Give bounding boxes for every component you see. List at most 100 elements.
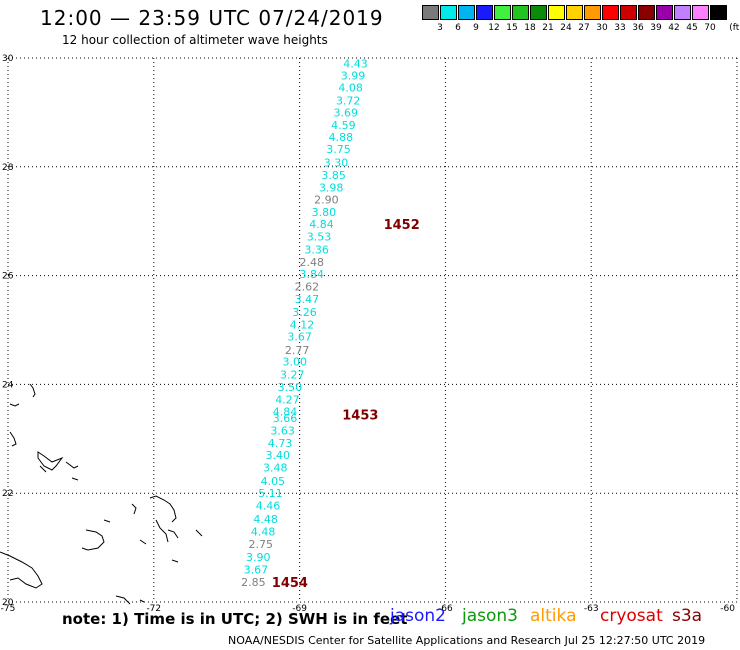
pass-number: 1454 [272,576,308,591]
wave-height-point: 3.36 [304,243,329,256]
legend-swatch [530,5,547,20]
legend-swatch [656,5,673,20]
wave-height-point: 2.48 [300,256,325,269]
legend-label: 9 [473,23,479,33]
axis-tick-labels: -75 -72 -69 -66 -63 -60 20 22 24 26 28 30 [1,54,736,614]
legend-label: 21 [542,23,554,33]
wave-height-point: 3.27 [280,369,305,382]
y-tick-label: 28 [2,163,14,173]
y-tick-label: 26 [2,272,14,282]
wave-height-point: 3.72 [336,94,361,107]
wave-height-point: 4.43 [343,57,368,70]
wave-height-point: 3.85 [321,169,346,182]
legend-swatch [476,5,493,20]
satellite-jason3: jason3 [462,606,518,626]
wave-height-values: 4.433.994.083.723.694.594.883.753.303.85… [241,57,368,588]
x-tick-label: -72 [146,604,161,614]
legend-swatch [620,5,637,20]
wave-height-point: 3.67 [287,331,312,344]
pass-number-labels: 1452 1453 1454 [272,218,420,591]
wave-height-point: 3.26 [292,306,317,319]
wave-height-point: 3.67 [244,563,269,576]
wave-height-point: 3.47 [295,293,320,306]
wave-height-point: 3.98 [319,181,344,194]
wave-height-point: 5.11 [258,487,283,500]
wave-height-point: 4.84 [273,406,298,419]
x-tick-label: -69 [292,604,307,614]
legend-label: 33 [614,23,626,33]
wave-height-point: 3.90 [246,551,271,564]
wave-height-point: 3.84 [300,268,325,281]
x-tick-label: -75 [1,604,16,614]
legend-label: 12 [488,23,500,33]
wave-height-point: 2.85 [241,576,266,589]
legend-swatch [710,5,727,20]
legend-swatch [638,5,655,20]
legend-swatch [584,5,601,20]
legend-swatch [602,5,619,20]
wave-height-point: 3.80 [312,206,337,219]
legend-label: 36 [632,23,644,33]
wave-height-point: 3.30 [324,156,349,169]
wave-height-point: 4.27 [275,394,300,407]
wave-height-point: 4.48 [251,525,276,538]
wave-height-point: 4.12 [290,319,315,332]
legend-swatch [548,5,565,20]
y-tick-label: 30 [2,54,14,64]
y-tick-label: 22 [2,489,13,499]
wave-height-point: 4.08 [338,81,363,94]
footer-note: note: 1) Time is in UTC; 2) SWH is in fe… [62,610,408,628]
wave-height-point: 4.59 [331,119,356,132]
satellite-altika: altika [530,606,577,626]
legend-label: 18 [524,23,536,33]
wave-height-point: 2.75 [248,538,273,551]
legend-swatch [422,5,439,20]
wave-height-point: 3.48 [263,462,288,475]
wave-height-point: 4.84 [309,218,334,231]
wave-height-point: 3.99 [341,69,366,82]
satellite-s3a: s3a [672,606,703,626]
coastline [0,383,203,605]
legend-swatch [440,5,457,20]
legend-swatch [458,5,475,20]
legend-label: 24 [560,23,572,33]
legend-label: 42 [668,23,680,33]
wave-height-point: 3.66 [273,412,298,425]
legend-swatch [566,5,583,20]
wave-height-point: 2.62 [295,280,320,293]
legend-swatch [674,5,691,20]
wave-height-point: 4.48 [253,513,278,526]
legend-label: 70 [704,23,716,33]
wave-height-point: 4.05 [261,475,286,488]
legend-unit: (ft) [729,23,740,33]
x-tick-label: -63 [584,604,599,614]
wave-height-point: 3.53 [307,230,332,243]
wave-height-point: 4.88 [329,131,354,144]
wave-height-point: 3.40 [265,449,290,462]
legend-label: 15 [506,23,518,33]
legend-label: 30 [596,23,608,33]
wave-height-point: 2.77 [285,344,310,357]
credit-line: NOAA/NESDIS Center for Satellite Applica… [228,634,706,647]
wave-height-point: 4.46 [256,500,281,513]
x-tick-label: -60 [720,604,735,614]
satellite-cryosat: cryosat [600,606,663,626]
pass-number: 1453 [342,408,378,423]
graticule [7,57,738,603]
wave-height-point: 3.75 [326,143,351,156]
legend-label: 6 [455,23,461,33]
legend-swatch [692,5,709,20]
legend-label: 27 [578,23,590,33]
map-title: 12:00 — 23:59 UTC 07/24/2019 [40,6,384,30]
x-tick-label: -66 [438,604,453,614]
wave-height-point: 3.69 [334,106,359,119]
legend-label: 45 [686,23,698,33]
legend-label: 39 [650,23,662,33]
wave-height-point: 3.00 [282,356,307,369]
y-tick-label: 24 [2,380,14,390]
legend-swatch [494,5,511,20]
wave-height-point: 3.50 [278,381,303,394]
wave-height-point: 2.90 [314,193,339,206]
map-subtitle: 12 hour collection of altimeter wave hei… [62,33,328,47]
wave-height-point: 4.73 [268,437,293,450]
